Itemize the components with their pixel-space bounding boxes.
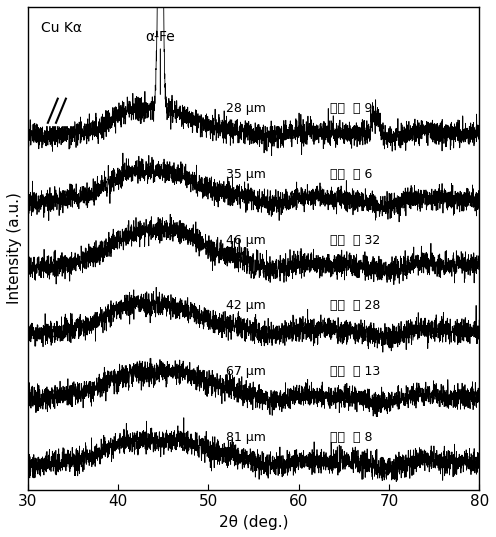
Text: 实施  例 8: 实施 例 8 — [330, 431, 373, 444]
Text: 实施  例 32: 实施 例 32 — [330, 234, 380, 246]
Text: α-Fe: α-Fe — [145, 30, 175, 44]
Text: 对比  例 6: 对比 例 6 — [330, 168, 372, 181]
Text: Cu Kα: Cu Kα — [41, 21, 82, 35]
Text: 35 μm: 35 μm — [226, 168, 266, 181]
Text: 42 μm: 42 μm — [226, 300, 266, 313]
Text: 实施  例 13: 实施 例 13 — [330, 365, 380, 378]
Text: 对比  例 9: 对比 例 9 — [330, 102, 372, 115]
Text: 67 μm: 67 μm — [226, 365, 266, 378]
Bar — [46, 96, 73, 125]
Text: 81 μm: 81 μm — [226, 431, 266, 444]
Text: 28 μm: 28 μm — [226, 102, 266, 115]
Y-axis label: Intensity (a.u.): Intensity (a.u.) — [7, 192, 22, 304]
X-axis label: 2θ (deg.): 2θ (deg.) — [219, 515, 288, 530]
Text: 46 μm: 46 μm — [226, 234, 266, 246]
Text: 实施  例 28: 实施 例 28 — [330, 300, 380, 313]
